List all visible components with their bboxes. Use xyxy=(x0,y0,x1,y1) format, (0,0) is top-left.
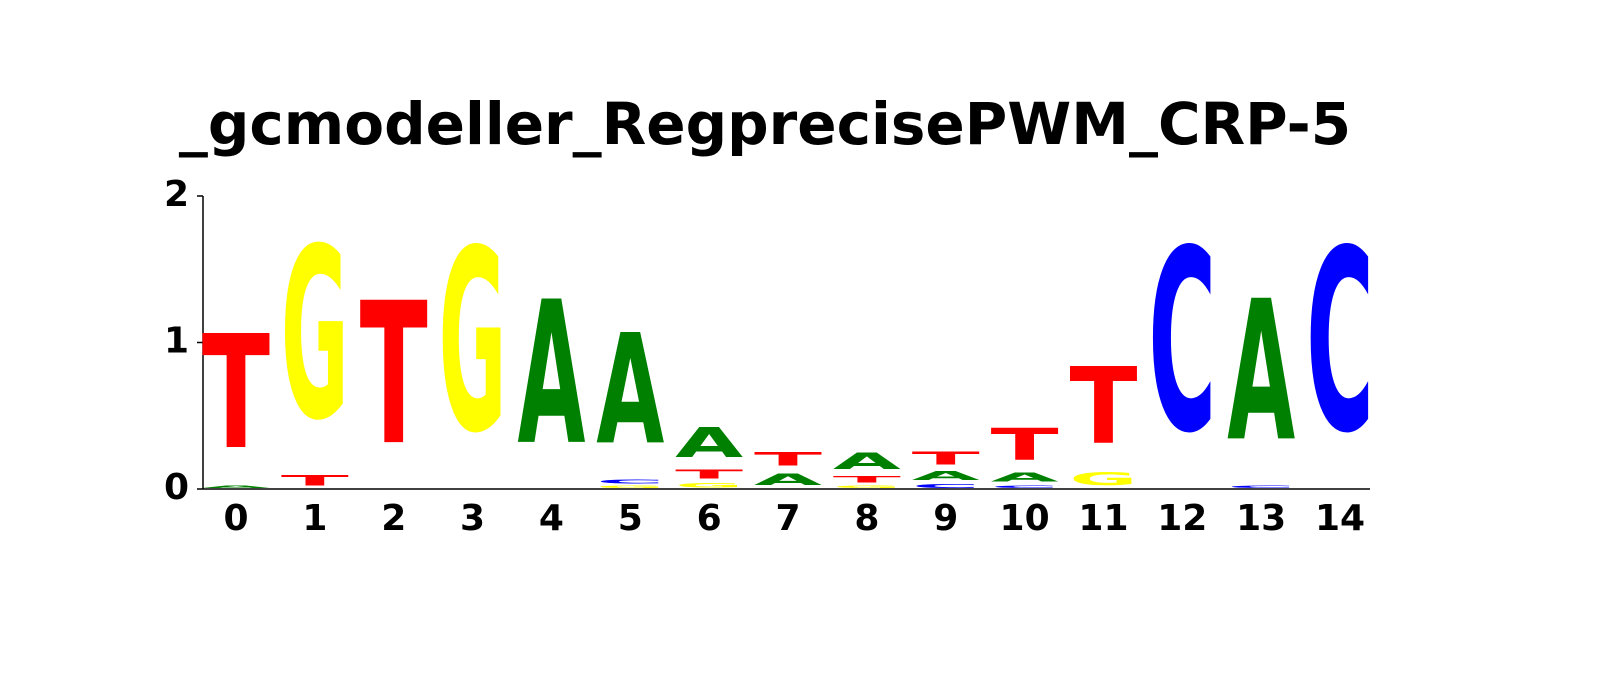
logo-letter: G xyxy=(281,198,349,473)
logo-letter: T xyxy=(912,448,980,468)
logo-letter: A xyxy=(202,485,270,489)
logo-letter: C xyxy=(991,485,1059,489)
x-tick-label: 5 xyxy=(618,498,643,539)
logo-letter: T xyxy=(360,261,428,489)
logo-letter: T xyxy=(281,473,350,489)
chart-title: _gcmodeller_RegprecisePWM_CRP-5 xyxy=(179,90,1351,158)
logo-letter: T xyxy=(991,420,1060,471)
x-tick-label: 2 xyxy=(381,498,406,539)
logo-letter: G xyxy=(833,485,901,489)
x-tick-label: 11 xyxy=(1078,498,1128,539)
logo-letter: C xyxy=(912,483,980,489)
x-tick-label: 14 xyxy=(1315,498,1365,539)
logo-letter: A xyxy=(754,470,822,489)
logo-letter: A xyxy=(675,419,743,467)
x-tick-label: 0 xyxy=(223,498,248,539)
logo-letter: C xyxy=(596,479,664,485)
x-tick-label: 9 xyxy=(933,498,958,539)
x-tick-label: 4 xyxy=(539,498,564,539)
logo-letter: T xyxy=(754,448,822,470)
logo-letter: T xyxy=(1069,347,1137,469)
y-tick-label: 2 xyxy=(164,174,189,215)
logo-letter: G xyxy=(675,482,743,489)
logo-letter: A xyxy=(991,470,1060,485)
logo-letter: A xyxy=(912,469,981,484)
logo-letter: C xyxy=(1148,197,1216,489)
logo-letter: G xyxy=(596,485,664,489)
x-tick-label: 12 xyxy=(1157,498,1207,539)
x-tick-label: 8 xyxy=(854,498,879,539)
logo-letter: T xyxy=(833,474,901,484)
logo-letter: C xyxy=(1306,197,1374,489)
x-tick-label: 1 xyxy=(302,498,327,539)
logo-letter: T xyxy=(202,302,270,485)
logo-letter: A xyxy=(833,448,901,474)
logo-letter: A xyxy=(517,260,585,489)
logo-letter: A xyxy=(596,303,664,479)
x-tick-label: 13 xyxy=(1236,498,1286,539)
x-tick-label: 7 xyxy=(775,498,800,539)
x-tick-label: 10 xyxy=(1000,498,1050,539)
logo-letter: G xyxy=(1069,469,1137,489)
logo-letter: G xyxy=(439,197,507,488)
logo-letter: A xyxy=(1227,261,1295,485)
y-tick-label: 0 xyxy=(164,467,189,508)
logo-letter: T xyxy=(675,467,744,482)
logo-letter: C xyxy=(1227,485,1295,489)
x-tick-label: 3 xyxy=(460,498,485,539)
y-tick-label: 1 xyxy=(164,321,189,362)
x-tick-label: 6 xyxy=(697,498,722,539)
